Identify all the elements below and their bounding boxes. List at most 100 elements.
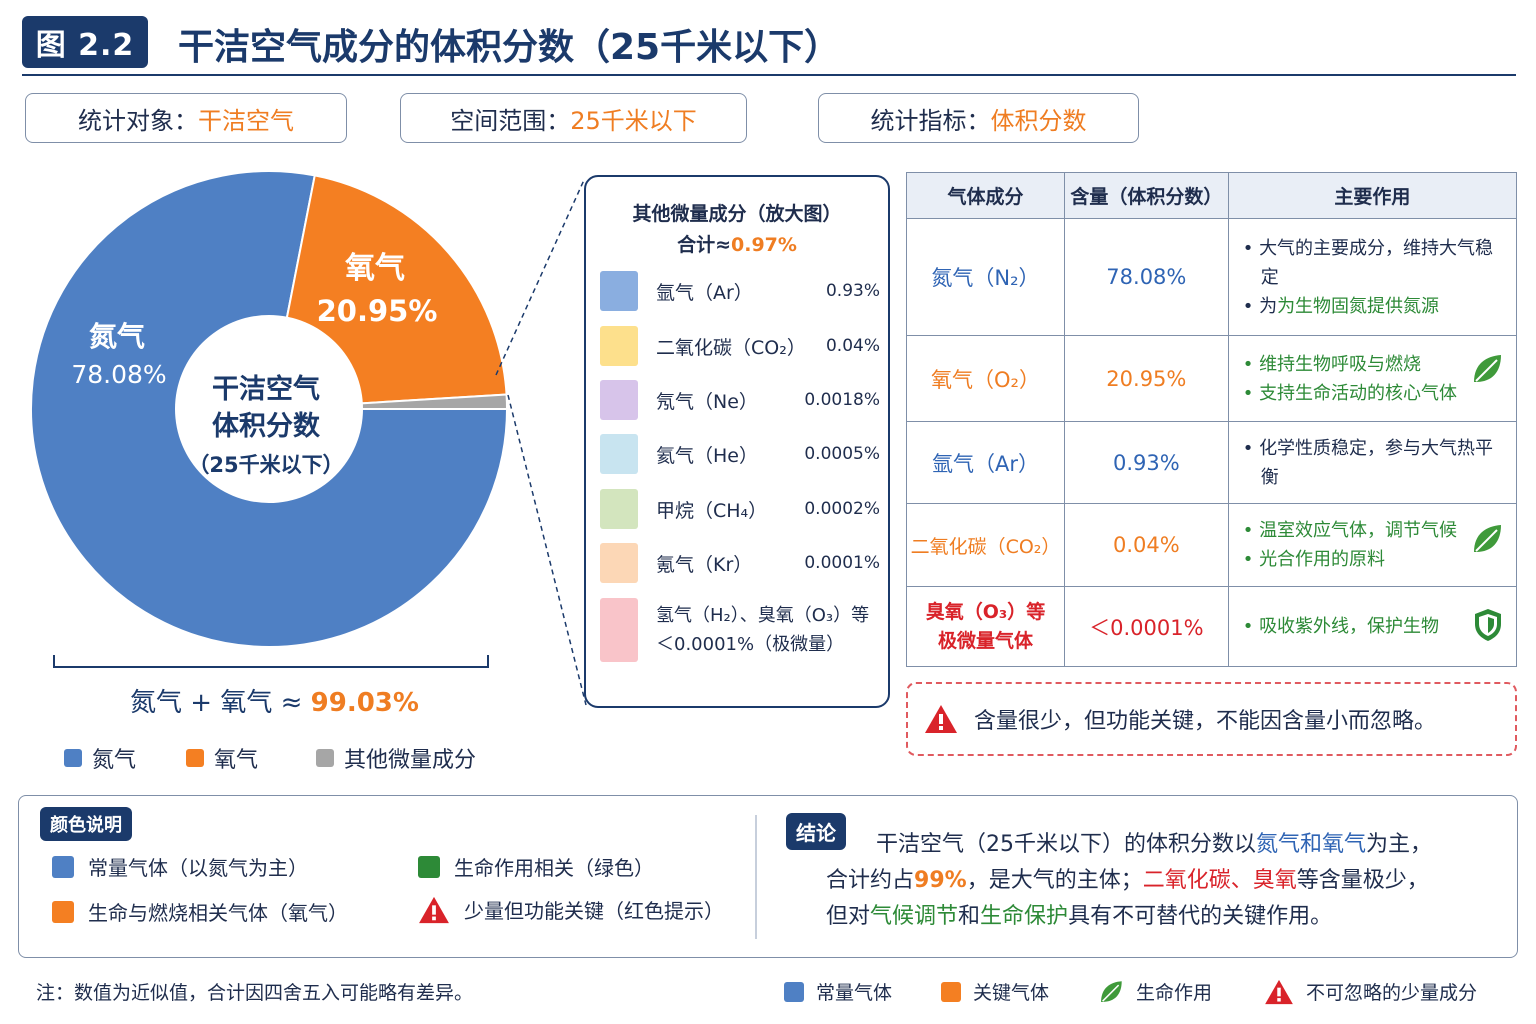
zoom-item: 氖气（Ne） 0.0018% bbox=[600, 378, 880, 422]
zoom-item-value: 0.93% bbox=[825, 281, 880, 301]
legend-label: 不可忽略的少量成分 bbox=[1306, 982, 1478, 1004]
role-item: 维持生物呼吸与燃烧 bbox=[1243, 350, 1506, 379]
conclusion-text: 干洁空气（25千米以下）的体积分数以氮气和氧气为主， 合计约占99%，是大气的主… bbox=[826, 827, 1506, 935]
gas-amount: 20.95% bbox=[1063, 335, 1229, 422]
gas-table: 气体成分 含量（体积分数） 主要作用 氮气（N₂） 78.08% 大气的主要成分… bbox=[906, 172, 1518, 667]
zoom-item: 甲烷（CH₄） 0.0002% bbox=[600, 487, 880, 531]
table-header: 含量（体积分数） bbox=[1063, 172, 1229, 219]
zoom-item-name: 氩气（Ar） bbox=[656, 281, 753, 304]
leaf-icon bbox=[1101, 980, 1122, 1002]
info-key: 空间范围： bbox=[450, 106, 571, 135]
role-item: 光合作用的原料 bbox=[1243, 545, 1506, 574]
gas-name: 氮气（N₂） bbox=[906, 218, 1065, 336]
color-legend-item: 常量气体（以氮气为主） bbox=[52, 852, 308, 881]
gas-role: 大气的主要成分，维持大气稳定 为为生物固氮提供氮源 bbox=[1227, 218, 1518, 336]
legend-swatch bbox=[316, 749, 334, 767]
zoom-item-name: 氪气（Kr） bbox=[656, 553, 753, 576]
sum-note: 氮气 + 氧气 ≈ 99.03% bbox=[130, 682, 419, 719]
legend-label: 生命与燃烧相关气体（氧气） bbox=[88, 901, 348, 925]
zoom-item-trace: 氢气（H₂）、臭氧（O₃）等 ＜0.0001%（极微量） bbox=[600, 597, 880, 663]
legend-item-nitrogen: 氮气 bbox=[64, 742, 136, 774]
footer-legend-item: 不可忽略的少量成分 bbox=[1264, 978, 1477, 1005]
zoom-item-name: 氖气（Ne） bbox=[656, 390, 758, 413]
legend-swatch bbox=[52, 900, 74, 923]
conclusion-segment: 干洁空气（25千米以下）的体积分数以 bbox=[876, 832, 1256, 857]
legend-swatch bbox=[186, 749, 204, 767]
leaf-icon bbox=[1474, 525, 1501, 552]
zoom-swatch bbox=[600, 271, 638, 311]
info-key: 统计指标： bbox=[870, 106, 991, 135]
sum-bracket bbox=[53, 655, 489, 668]
zoom-trace-line2: ＜0.0001%（极微量） bbox=[656, 634, 845, 655]
warning-icon bbox=[419, 896, 449, 923]
legend-label: 其他微量成分 bbox=[344, 748, 477, 773]
info-box-metric: 统计指标： 体积分数 bbox=[818, 93, 1139, 143]
legend-swatch bbox=[784, 981, 804, 1002]
legend-swatch bbox=[418, 855, 440, 878]
footer-legend-item: 关键气体 bbox=[941, 978, 1049, 1005]
zoom-title: 其他微量成分（放大图） bbox=[632, 203, 842, 225]
color-legend-item: 生命作用相关（绿色） bbox=[418, 852, 654, 881]
conclusion-segment: 和 bbox=[958, 904, 981, 929]
zoom-trace-line1: 氢气（H₂）、臭氧（O₃）等 bbox=[656, 605, 870, 626]
gas-name-line: 极微量气体 bbox=[937, 629, 1033, 652]
info-value: 干洁空气 bbox=[198, 106, 294, 135]
role-item: 温室效应气体，调节气候 bbox=[1243, 516, 1506, 545]
zoom-swatch bbox=[600, 598, 638, 662]
role-item: 吸收紫外线，保护生物 bbox=[1243, 612, 1506, 641]
legend-label: 生命作用 bbox=[1136, 982, 1213, 1004]
connector-line-bottom bbox=[507, 394, 587, 706]
conclusion-highlight: 生命保护 bbox=[980, 904, 1069, 929]
info-box-object: 统计对象： 干洁空气 bbox=[25, 93, 347, 143]
zoom-connector bbox=[495, 179, 587, 706]
zoom-header: 其他微量成分（放大图） 合计≈0.97% bbox=[586, 199, 888, 261]
zoom-swatch bbox=[600, 489, 638, 529]
role-item: 大气的主要成分，维持大气稳定 bbox=[1243, 234, 1506, 292]
zoom-swatch bbox=[600, 434, 638, 474]
zoom-swatch bbox=[600, 326, 638, 366]
gas-role: 温室效应气体，调节气候 光合作用的原料 bbox=[1227, 503, 1518, 587]
gas-name: 氩气（Ar） bbox=[906, 421, 1065, 504]
footer-legend-item: 常量气体 bbox=[784, 978, 892, 1005]
color-legend-tag: 颜色说明 bbox=[40, 807, 132, 841]
pie-center-title: 干洁空气 bbox=[212, 373, 320, 405]
zoom-item-name: 二氧化碳（CO₂） bbox=[656, 336, 806, 359]
zoom-item-name: 氦气（He） bbox=[656, 444, 758, 467]
sum-note-label: 氮气 + 氧气 ≈ bbox=[130, 688, 303, 718]
gas-role: 吸收紫外线，保护生物 bbox=[1227, 586, 1518, 667]
gas-role: 维持生物呼吸与燃烧 支持生命活动的核心气体 bbox=[1227, 335, 1518, 422]
conclusion-segment: 合计约占 bbox=[826, 868, 915, 893]
figure-label: 图 2.2 bbox=[22, 16, 148, 68]
zoom-item-value: 0.04% bbox=[825, 336, 880, 356]
pie-center-hole bbox=[175, 315, 363, 503]
role-item: 为为生物固氮提供氮源 bbox=[1243, 292, 1506, 321]
zoom-item: 二氧化碳（CO₂） 0.04% bbox=[600, 324, 880, 368]
table-row: 氧气（O₂） 20.95% 维持生物呼吸与燃烧 支持生命活动的核心气体 bbox=[906, 335, 1518, 422]
color-legend-item: 少量但功能关键（红色提示） bbox=[418, 895, 724, 924]
trace-gases-zoom-panel: 其他微量成分（放大图） 合计≈0.97% 氩气（Ar） 0.93% 二氧化碳（C… bbox=[584, 175, 890, 708]
warning-text: 含量很少，但功能关键，不能因含量小而忽略。 bbox=[974, 709, 1437, 734]
page-title: 干洁空气成分的体积分数（25千米以下） bbox=[178, 27, 841, 68]
gas-name: 氧气（O₂） bbox=[906, 335, 1065, 422]
zoom-swatch bbox=[600, 543, 638, 583]
conclusion-segment: 但对 bbox=[826, 904, 871, 929]
gas-name: 臭氧（O₃）等 极微量气体 bbox=[906, 586, 1065, 667]
footer-legend-item: 生命作用 bbox=[1098, 978, 1212, 1005]
conclusion-highlight: 99% bbox=[914, 868, 967, 893]
conclusion-highlight: 氮气和氧气 bbox=[1256, 832, 1367, 857]
gas-name: 二氧化碳（CO₂） bbox=[906, 503, 1065, 587]
conclusion-segment: ，是大气的主体； bbox=[966, 868, 1143, 893]
slice-value-nitrogen: 78.08% bbox=[71, 360, 166, 389]
warning-box: 含量很少，但功能关键，不能因含量小而忽略。 bbox=[906, 682, 1517, 756]
legend-label: 氧气 bbox=[214, 748, 259, 773]
legend-label: 常量气体 bbox=[816, 982, 893, 1004]
conclusion-segment: 为主， bbox=[1366, 832, 1433, 857]
info-value: 体积分数 bbox=[990, 106, 1087, 135]
zoom-item-value: 0.0018% bbox=[804, 390, 880, 410]
zoom-item-value: 0.0005% bbox=[804, 444, 880, 464]
legend-label: 常量气体（以氮气为主） bbox=[88, 856, 308, 880]
zoom-item-name: 甲烷（CH₄） bbox=[656, 499, 768, 522]
zoom-item-value: 0.0002% bbox=[804, 499, 880, 519]
footnote: 注：数值为近似值，合计因四舍五入可能略有差异。 bbox=[36, 982, 474, 1004]
role-item: 支持生命活动的核心气体 bbox=[1243, 379, 1506, 408]
